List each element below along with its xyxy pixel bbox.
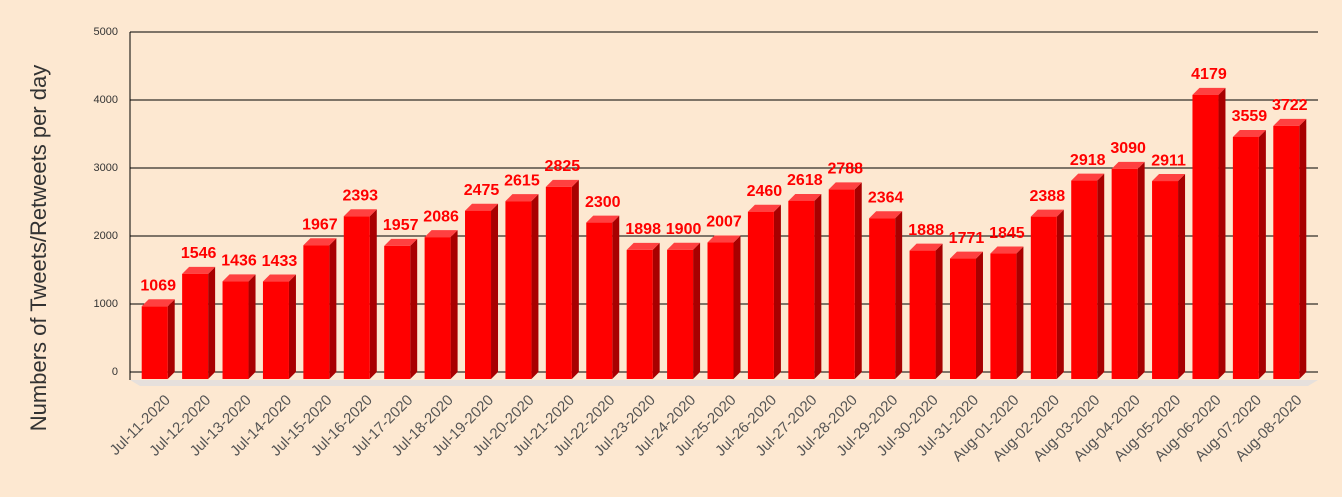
bar — [505, 194, 539, 379]
y-tick-label: 3000 — [94, 162, 118, 174]
floor — [130, 380, 1318, 386]
value-label: 2460 — [747, 183, 783, 200]
value-label: 2388 — [1030, 188, 1066, 205]
value-label: 1967 — [302, 216, 338, 233]
value-label: 2788 — [827, 161, 863, 178]
value-label: 1433 — [262, 253, 298, 270]
bar — [1192, 87, 1226, 379]
bar — [1030, 209, 1064, 379]
bar — [788, 193, 822, 379]
value-label: 2364 — [868, 189, 904, 206]
value-label: 1900 — [666, 221, 702, 238]
value-label: 1546 — [181, 245, 217, 262]
bar — [1232, 129, 1266, 379]
bar — [1273, 118, 1307, 380]
bar — [949, 251, 983, 379]
value-label: 1771 — [949, 230, 985, 247]
bar — [1071, 173, 1105, 379]
bar — [909, 243, 943, 379]
y-tick-label: 4000 — [94, 94, 118, 106]
value-label: 2393 — [342, 187, 378, 204]
bar — [303, 238, 337, 379]
bar — [384, 238, 418, 379]
bar — [626, 242, 660, 379]
bar — [262, 274, 296, 379]
y-axis-label: Numbers of Tweets/Retweets per day — [26, 65, 51, 431]
bar — [545, 179, 579, 379]
value-label: 2918 — [1070, 152, 1106, 169]
y-tick-label: 1000 — [94, 298, 118, 310]
bar — [1111, 161, 1145, 379]
value-label: 3090 — [1110, 140, 1146, 157]
value-label: 3722 — [1272, 97, 1308, 114]
bar — [343, 209, 377, 379]
y-tick-label: 0 — [112, 366, 118, 378]
value-label: 2911 — [1151, 152, 1186, 169]
value-label: 1888 — [908, 222, 944, 239]
bar — [222, 274, 256, 379]
value-label: 2618 — [787, 172, 823, 189]
value-label: 1957 — [383, 217, 419, 234]
bar — [424, 230, 458, 379]
value-label: 3559 — [1232, 108, 1268, 125]
bar — [1152, 174, 1186, 379]
bar — [869, 211, 903, 379]
value-label: 1898 — [625, 221, 661, 238]
value-label: 1845 — [989, 225, 1025, 242]
value-label: 2007 — [706, 214, 742, 231]
bar — [141, 299, 175, 379]
value-label: 1436 — [221, 253, 257, 270]
value-label: 4179 — [1191, 66, 1227, 83]
value-label: 2825 — [545, 158, 581, 175]
y-tick-label: 5000 — [94, 26, 118, 38]
value-label: 2300 — [585, 194, 621, 211]
bar — [667, 242, 701, 379]
value-label: 2475 — [464, 182, 500, 199]
value-label: 2086 — [423, 208, 459, 225]
bar — [182, 266, 216, 379]
bar — [747, 204, 781, 379]
value-label: 2615 — [504, 172, 540, 189]
bar — [707, 235, 741, 379]
y-tick-label: 2000 — [94, 230, 118, 242]
bar — [990, 246, 1024, 379]
bar — [586, 215, 620, 379]
value-label: 1069 — [140, 278, 176, 295]
bar — [465, 203, 499, 379]
bar — [828, 182, 862, 379]
